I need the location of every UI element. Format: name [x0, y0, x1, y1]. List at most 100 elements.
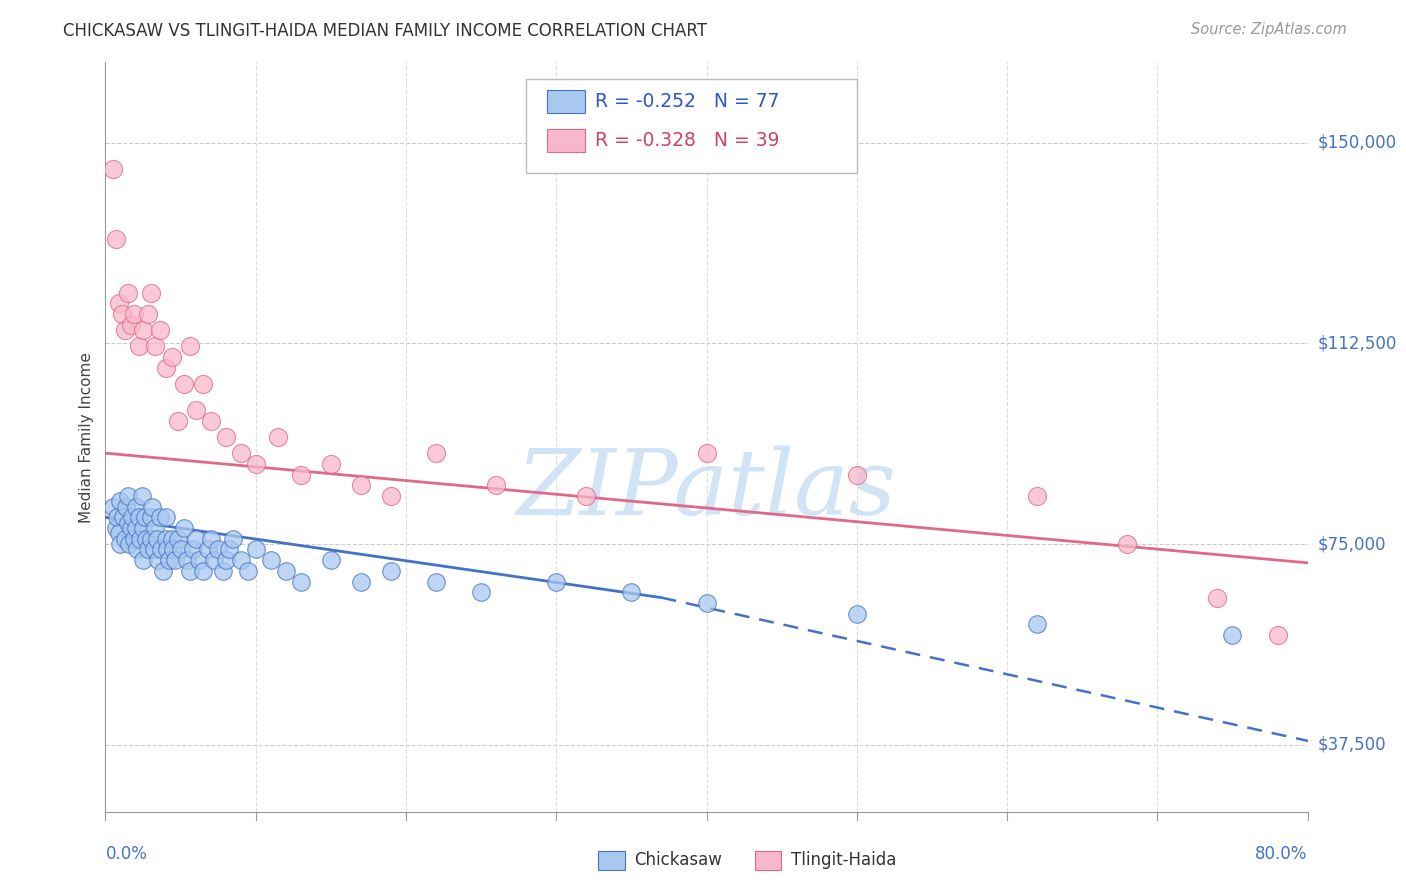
Point	[120, 318, 142, 332]
Point	[132, 553, 155, 567]
Point	[380, 489, 402, 503]
Point	[162, 542, 184, 557]
Point	[148, 323, 170, 337]
Point	[197, 542, 219, 557]
Point	[136, 307, 159, 321]
Point	[350, 478, 373, 492]
Point	[200, 414, 222, 428]
Point	[267, 430, 290, 444]
Point	[110, 494, 132, 508]
Point	[229, 446, 252, 460]
Point	[118, 537, 141, 551]
Bar	[599, 852, 624, 871]
Point	[1116, 537, 1139, 551]
Point	[104, 232, 127, 246]
Point	[179, 564, 201, 578]
Point	[132, 323, 155, 337]
Bar	[547, 129, 585, 152]
Text: 0.0%: 0.0%	[105, 846, 148, 863]
Point	[350, 574, 373, 589]
Point	[229, 553, 252, 567]
Point	[163, 553, 186, 567]
Point	[155, 532, 177, 546]
Point	[139, 510, 162, 524]
Point	[143, 339, 166, 353]
Text: 80.0%: 80.0%	[1256, 846, 1308, 863]
Text: $37,500: $37,500	[1317, 736, 1386, 754]
Point	[157, 553, 180, 567]
Text: Chickasaw: Chickasaw	[634, 852, 723, 870]
Point	[245, 542, 267, 557]
Point	[115, 500, 138, 514]
Point	[575, 489, 598, 503]
Point	[470, 585, 492, 599]
Point	[112, 510, 135, 524]
Point	[134, 510, 156, 524]
Point	[131, 489, 153, 503]
Point	[125, 542, 148, 557]
Text: ZIPatlas: ZIPatlas	[516, 445, 897, 533]
Point	[546, 574, 568, 589]
Point	[238, 564, 260, 578]
Point	[485, 478, 508, 492]
Point	[620, 585, 643, 599]
Point	[202, 553, 225, 567]
Point	[129, 532, 152, 546]
Point	[214, 553, 236, 567]
Point	[187, 553, 209, 567]
Point	[184, 403, 207, 417]
Point	[184, 532, 207, 546]
Point	[845, 467, 868, 482]
Point	[139, 285, 162, 300]
Text: $75,000: $75,000	[1317, 535, 1386, 553]
Point	[122, 532, 145, 546]
Point	[1206, 591, 1229, 605]
Text: R = -0.252   N = 77: R = -0.252 N = 77	[595, 92, 779, 111]
Point	[135, 532, 157, 546]
Point	[425, 574, 447, 589]
Point	[845, 607, 868, 621]
Point	[290, 574, 312, 589]
Point	[107, 510, 129, 524]
Point	[166, 532, 188, 546]
Text: Tlingit-Haida: Tlingit-Haida	[790, 852, 896, 870]
Point	[132, 521, 155, 535]
Text: $112,500: $112,500	[1317, 334, 1396, 352]
Bar	[755, 852, 782, 871]
Point	[1026, 489, 1049, 503]
Point	[101, 162, 124, 177]
Point	[191, 564, 214, 578]
Point	[121, 510, 143, 524]
Point	[169, 542, 191, 557]
Y-axis label: Median Family Income: Median Family Income	[79, 351, 94, 523]
Text: $150,000: $150,000	[1317, 134, 1396, 152]
Point	[120, 521, 142, 535]
Point	[319, 457, 342, 471]
Point	[110, 537, 132, 551]
Point	[160, 532, 183, 546]
Point	[155, 510, 177, 524]
Point	[114, 532, 136, 546]
Point	[155, 360, 177, 375]
Point	[1267, 628, 1289, 642]
Point	[111, 307, 134, 321]
Point	[122, 307, 145, 321]
Point	[152, 564, 174, 578]
FancyBboxPatch shape	[526, 78, 856, 172]
Point	[319, 553, 342, 567]
Point	[117, 489, 139, 503]
Point	[104, 521, 127, 535]
Point	[211, 564, 233, 578]
Point	[245, 457, 267, 471]
Point	[207, 542, 229, 557]
Point	[142, 542, 165, 557]
Point	[166, 414, 188, 428]
Point	[214, 430, 236, 444]
Point	[176, 553, 198, 567]
Point	[1026, 617, 1049, 632]
Text: Source: ZipAtlas.com: Source: ZipAtlas.com	[1191, 22, 1347, 37]
Point	[143, 521, 166, 535]
Point	[222, 532, 245, 546]
Point	[218, 542, 240, 557]
Point	[200, 532, 222, 546]
